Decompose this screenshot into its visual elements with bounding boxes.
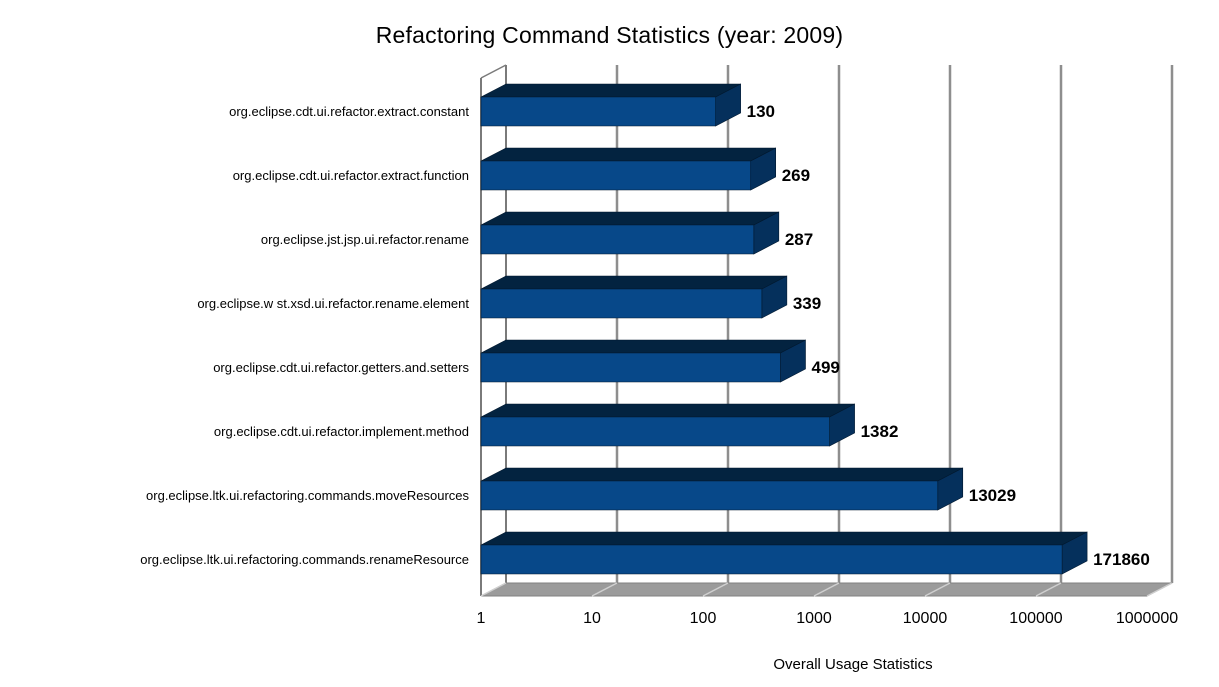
category-label: org.eclipse.jst.jsp.ui.refactor.rename bbox=[261, 232, 469, 247]
bar-top-face bbox=[480, 339, 806, 354]
bar-value-label: 171860 bbox=[1093, 550, 1150, 569]
bar bbox=[480, 480, 939, 511]
floor-gridline bbox=[1146, 582, 1173, 597]
bar-value-label: 130 bbox=[747, 102, 775, 121]
bar bbox=[480, 160, 752, 191]
bar-value-label: 499 bbox=[811, 358, 839, 377]
x-tick-label: 100 bbox=[690, 610, 717, 627]
category-label: org.eclipse.ltk.ui.refactoring.commands.… bbox=[140, 552, 469, 567]
bar-top-face bbox=[480, 467, 963, 482]
bar-top-face bbox=[480, 275, 787, 290]
bar bbox=[480, 544, 1063, 575]
category-label: org.eclipse.cdt.ui.refactor.implement.me… bbox=[214, 424, 469, 439]
bar-top-face bbox=[480, 211, 779, 226]
x-tick-label: 100000 bbox=[1009, 610, 1062, 627]
floor-gridline bbox=[924, 582, 951, 597]
category-label: org.eclipse.w st.xsd.ui.refactor.rename.… bbox=[197, 296, 469, 311]
bar-top-face bbox=[480, 403, 855, 418]
wall-top-edge bbox=[480, 64, 507, 79]
chart-title: Refactoring Command Statistics (year: 20… bbox=[375, 22, 844, 48]
floor-gridline bbox=[702, 582, 729, 597]
x-tick-label: 10 bbox=[583, 610, 601, 627]
category-label: org.eclipse.ltk.ui.refactoring.commands.… bbox=[146, 488, 469, 503]
bar-value-label: 269 bbox=[782, 166, 810, 185]
bar bbox=[480, 352, 781, 383]
bar bbox=[480, 224, 755, 255]
x-axis-title: Overall Usage Statistics bbox=[773, 656, 932, 673]
category-label: org.eclipse.cdt.ui.refactor.getters.and.… bbox=[213, 360, 469, 375]
floor-gridline bbox=[813, 582, 840, 597]
floor-gridline bbox=[1035, 582, 1062, 597]
bar-top-face bbox=[480, 83, 741, 98]
bar bbox=[480, 416, 830, 447]
bar-top-face bbox=[480, 147, 776, 162]
bar-value-label: 339 bbox=[793, 294, 821, 313]
x-tick-label: 1000 bbox=[796, 610, 832, 627]
x-tick-label: 10000 bbox=[903, 610, 948, 627]
bar-value-label: 287 bbox=[785, 230, 813, 249]
bar bbox=[480, 96, 716, 127]
bar-value-label: 13029 bbox=[969, 486, 1016, 505]
bar-top-face bbox=[480, 531, 1088, 546]
bar bbox=[480, 288, 763, 319]
floor-gridline bbox=[480, 582, 507, 597]
category-label: org.eclipse.cdt.ui.refactor.extract.func… bbox=[233, 168, 469, 183]
x-tick-label: 1000000 bbox=[1116, 610, 1178, 627]
floor-gridline bbox=[591, 582, 618, 597]
bar-value-label: 1382 bbox=[861, 422, 899, 441]
x-tick-label: 1 bbox=[477, 610, 486, 627]
category-label: org.eclipse.cdt.ui.refactor.extract.cons… bbox=[229, 104, 469, 119]
